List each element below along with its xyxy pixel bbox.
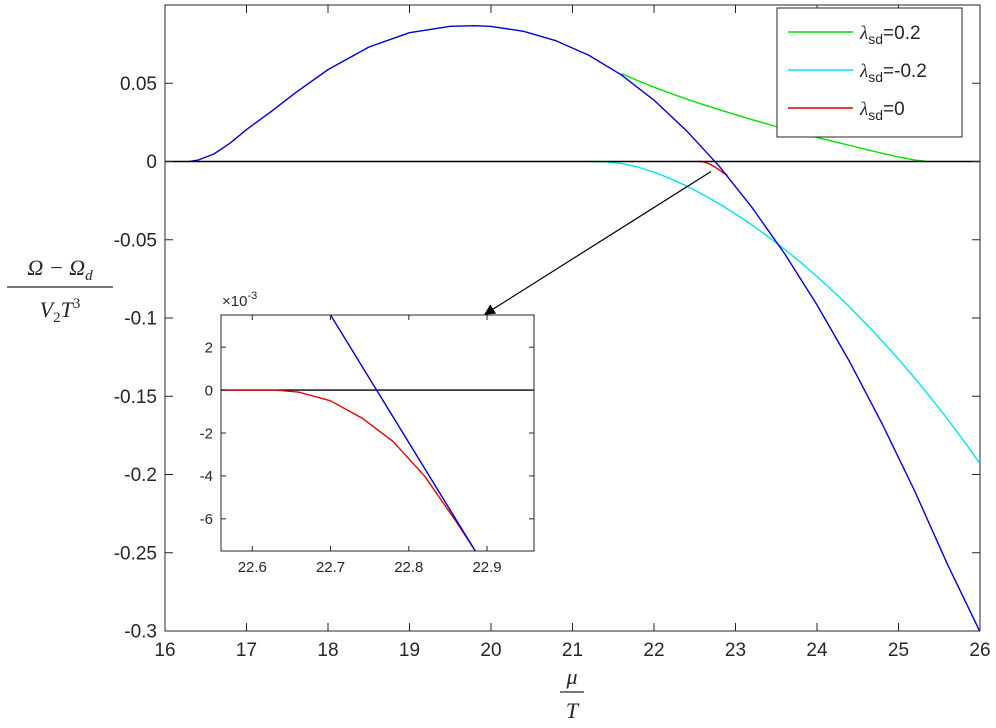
- main-x-tick-label: 20: [480, 640, 501, 661]
- inset-series-line-2: [329, 315, 476, 551]
- main-series--sd-0-2: [621, 73, 928, 163]
- main-x-tick-label: 19: [399, 640, 420, 661]
- inset-y-tick-label: 0: [205, 382, 213, 399]
- main-y-tick-label: 0.05: [120, 74, 157, 95]
- main-y-tick-label: -0.2: [124, 465, 157, 486]
- main-x-ticks: 16 17 18 19 20 21 22 23 24 25 26: [154, 5, 991, 661]
- x-axis-label-numerator: μ: [565, 664, 577, 689]
- x-axis-label: μ T: [560, 664, 584, 723]
- y-axis-label-numerator: Ω − Ωd: [27, 255, 93, 284]
- main-y-tick-label: -0.1: [124, 309, 157, 330]
- main-series--sd-0-2: [588, 160, 980, 464]
- inset-y-multiplier: ×10-3: [222, 290, 257, 310]
- inset-axes: 22.6 22.7 22.8 22.9 2 0 -2 -4 -6 ×10-3: [200, 290, 535, 576]
- legend: λsd=0.2 λsd=-0.2 λsd=0: [776, 7, 963, 138]
- inset-y-tick-label: -4: [200, 468, 213, 485]
- main-x-tick-label: 16: [154, 640, 175, 661]
- main-y-tick-label: -0.05: [114, 230, 157, 251]
- main-x-tick-label: 21: [562, 640, 583, 661]
- inset-x-tick-label: 22.9: [472, 559, 501, 576]
- main-x-tick-label: 17: [236, 640, 257, 661]
- inset-x-tick-label: 22.7: [316, 559, 345, 576]
- inset-x-tick-label: 22.6: [238, 559, 267, 576]
- main-x-tick-label: 22: [643, 640, 664, 661]
- y-axis-label: Ω − Ωd V2T3: [7, 255, 113, 326]
- inset-y-ticks: 2 0 -2 -4 -6: [200, 339, 534, 528]
- annotation-arrow: [484, 170, 712, 315]
- main-y-tick-label: -0.3: [124, 622, 157, 643]
- inset-series-group: [221, 315, 534, 551]
- legend-box: [776, 7, 963, 138]
- main-y-ticks: 0.05 0 -0.05 -0.1 -0.15 -0.2 -0.25 -0.3: [114, 74, 980, 643]
- main-y-tick-label: -0.15: [114, 387, 157, 408]
- legend-entry-label: λsd=0.2: [859, 23, 921, 47]
- main-x-tick-label: 25: [888, 640, 909, 661]
- inset-y-tick-label: -2: [200, 425, 213, 442]
- main-x-tick-label: 26: [969, 640, 990, 661]
- inset-x-ticks: 22.6 22.7 22.8 22.9: [238, 315, 502, 576]
- inset-y-tick-label: 2: [205, 339, 213, 356]
- main-series-group: [165, 24, 980, 631]
- main-y-tick-label: -0.25: [114, 543, 157, 564]
- inset-plot-area: [220, 314, 535, 552]
- main-x-tick-label: 24: [806, 640, 828, 661]
- legend-entry-label: λsd=0: [859, 99, 905, 123]
- main-x-tick-label: 23: [725, 640, 746, 661]
- legend-entry-label: λsd=-0.2: [859, 61, 927, 85]
- main-series-line-3: [189, 24, 980, 631]
- inset-x-tick-label: 22.8: [394, 559, 423, 576]
- x-axis-label-denominator: T: [566, 698, 580, 723]
- main-y-tick-label: 0: [146, 152, 157, 173]
- main-x-tick-label: 18: [317, 640, 338, 661]
- inset-y-tick-label: -6: [200, 511, 213, 528]
- inset-series-line-1: [221, 389, 476, 551]
- y-axis-label-denominator: V2T3: [40, 296, 81, 326]
